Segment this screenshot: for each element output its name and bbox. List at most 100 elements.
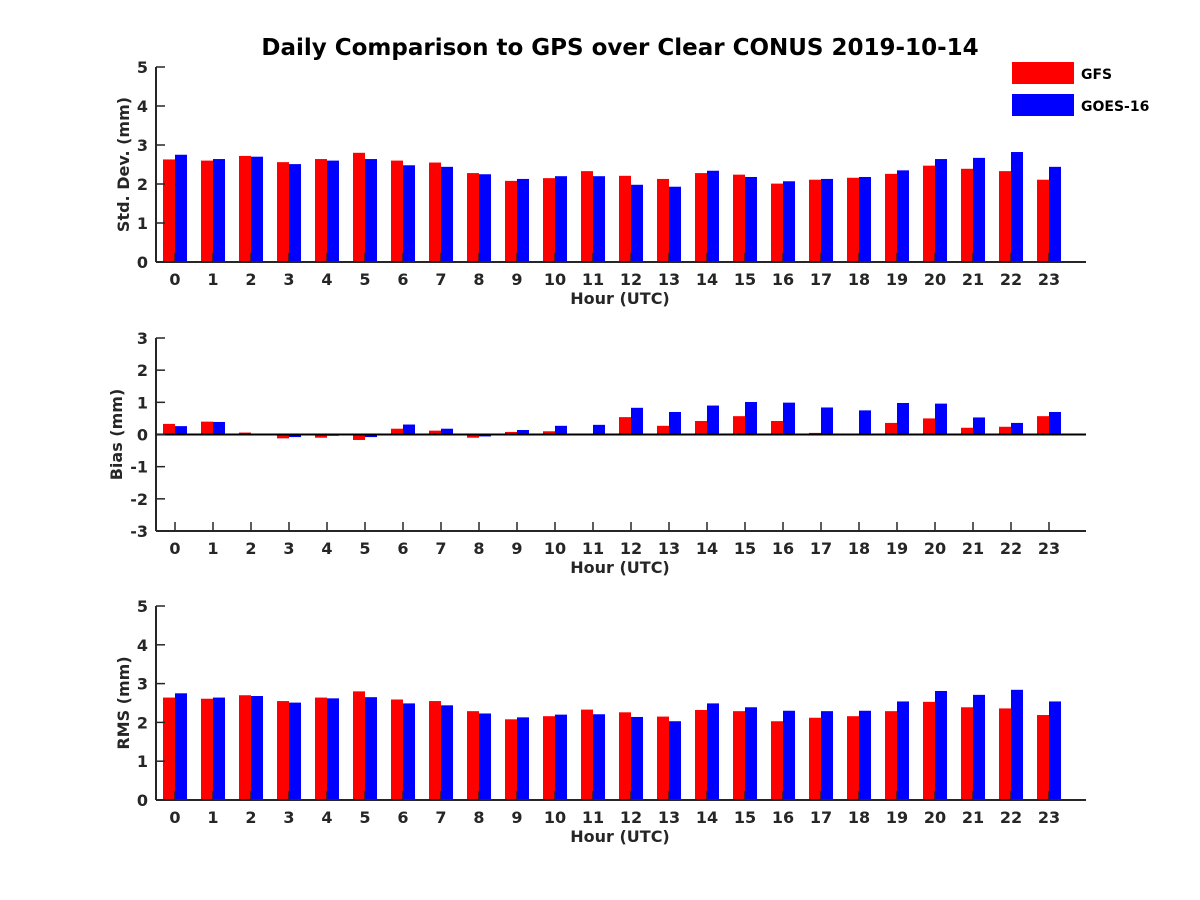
x-tick-label: 20 bbox=[924, 270, 946, 289]
bar-goes-16-hour-20 bbox=[935, 159, 947, 262]
bar-gfs-hour-12 bbox=[619, 175, 631, 262]
bar-gfs-hour-5 bbox=[353, 691, 365, 800]
x-tick-label: 7 bbox=[435, 808, 446, 827]
x-tick-label: 21 bbox=[962, 808, 984, 827]
x-tick-label: 13 bbox=[658, 270, 680, 289]
bar-gfs-hour-12 bbox=[619, 417, 631, 435]
x-tick-label: 19 bbox=[886, 539, 908, 558]
x-tick-label: 16 bbox=[772, 539, 794, 558]
x-tick-label: 5 bbox=[359, 270, 370, 289]
bar-gfs-hour-6 bbox=[391, 160, 403, 262]
bar-gfs-hour-14 bbox=[695, 709, 707, 800]
y-tick-label: -2 bbox=[130, 490, 148, 509]
bar-goes-16-hour-23 bbox=[1049, 166, 1061, 262]
bar-goes-16-hour-11 bbox=[593, 176, 605, 262]
legend-label: GOES-16 bbox=[1081, 99, 1149, 115]
x-tick-label: 11 bbox=[582, 539, 604, 558]
bar-goes-16-hour-6 bbox=[403, 703, 415, 800]
bar-gfs-hour-0 bbox=[163, 423, 175, 435]
y-tick-label: 4 bbox=[137, 97, 148, 116]
y-tick-label: 0 bbox=[137, 426, 148, 445]
x-tick-label: 20 bbox=[924, 808, 946, 827]
bar-gfs-hour-8 bbox=[467, 173, 479, 262]
bar-gfs-hour-23 bbox=[1037, 179, 1049, 262]
legend-swatch-goes-16 bbox=[1012, 94, 1074, 116]
bar-goes-16-hour-13 bbox=[669, 186, 681, 262]
bar-goes-16-hour-16 bbox=[783, 710, 795, 800]
bar-goes-16-hour-20 bbox=[935, 690, 947, 800]
y-tick-label: 0 bbox=[137, 791, 148, 810]
bar-goes-16-hour-8 bbox=[479, 174, 491, 262]
bar-goes-16-hour-14 bbox=[707, 405, 719, 435]
bar-gfs-hour-22 bbox=[999, 708, 1011, 800]
x-tick-label: 10 bbox=[544, 539, 566, 558]
bar-goes-16-hour-20 bbox=[935, 403, 947, 435]
bar-gfs-hour-10 bbox=[543, 716, 555, 800]
bar-goes-16-hour-21 bbox=[973, 694, 985, 800]
y-tick-label: 2 bbox=[137, 361, 148, 380]
x-tick-label: 7 bbox=[435, 270, 446, 289]
x-tick-label: 15 bbox=[734, 808, 756, 827]
x-tick-label: 22 bbox=[1000, 270, 1022, 289]
bar-gfs-hour-7 bbox=[429, 701, 441, 800]
bar-goes-16-hour-15 bbox=[745, 402, 757, 435]
bar-goes-16-hour-10 bbox=[555, 176, 567, 262]
bar-goes-16-hour-9 bbox=[517, 429, 529, 435]
x-tick-label: 18 bbox=[848, 539, 870, 558]
bar-gfs-hour-20 bbox=[923, 165, 935, 262]
x-tick-label: 1 bbox=[207, 270, 218, 289]
bar-gfs-hour-13 bbox=[657, 716, 669, 800]
legend-label: GFS bbox=[1081, 67, 1112, 83]
x-tick-label: 20 bbox=[924, 539, 946, 558]
bar-gfs-hour-10 bbox=[543, 178, 555, 262]
bar-goes-16-hour-17 bbox=[821, 711, 833, 800]
bar-goes-16-hour-21 bbox=[973, 417, 985, 435]
x-tick-label: 23 bbox=[1038, 270, 1060, 289]
bar-goes-16-hour-17 bbox=[821, 407, 833, 435]
bar-gfs-hour-14 bbox=[695, 420, 707, 435]
x-tick-label: 13 bbox=[658, 808, 680, 827]
bar-goes-16-hour-8 bbox=[479, 713, 491, 800]
x-tick-label: 1 bbox=[207, 808, 218, 827]
bar-goes-16-hour-17 bbox=[821, 178, 833, 262]
x-tick-label: 2 bbox=[245, 808, 256, 827]
y-axis-label: RMS (mm) bbox=[114, 656, 133, 749]
x-tick-label: 14 bbox=[696, 270, 718, 289]
bar-goes-16-hour-11 bbox=[593, 424, 605, 435]
bar-goes-16-hour-22 bbox=[1011, 422, 1023, 435]
bar-goes-16-hour-12 bbox=[631, 716, 643, 800]
x-tick-label: 15 bbox=[734, 539, 756, 558]
x-tick-label: 21 bbox=[962, 270, 984, 289]
bar-goes-16-hour-1 bbox=[213, 159, 225, 262]
bar-gfs-hour-21 bbox=[961, 427, 973, 435]
x-tick-label: 4 bbox=[321, 270, 332, 289]
x-tick-label: 0 bbox=[169, 539, 180, 558]
x-tick-label: 18 bbox=[848, 270, 870, 289]
bar-gfs-hour-17 bbox=[809, 717, 821, 800]
x-tick-label: 6 bbox=[397, 539, 408, 558]
bar-goes-16-hour-11 bbox=[593, 714, 605, 800]
bar-goes-16-hour-2 bbox=[251, 156, 263, 262]
bar-gfs-hour-19 bbox=[885, 173, 897, 262]
y-axis-label: Std. Dev. (mm) bbox=[114, 97, 133, 232]
bar-gfs-hour-16 bbox=[771, 183, 783, 262]
bar-gfs-hour-0 bbox=[163, 697, 175, 800]
x-tick-label: 14 bbox=[696, 808, 718, 827]
bar-goes-16-hour-21 bbox=[973, 157, 985, 262]
x-tick-label: 8 bbox=[473, 539, 484, 558]
y-tick-label: 2 bbox=[137, 175, 148, 194]
bar-goes-16-hour-10 bbox=[555, 425, 567, 435]
bar-gfs-hour-0 bbox=[163, 159, 175, 262]
y-tick-label: 1 bbox=[137, 752, 148, 771]
x-tick-label: 7 bbox=[435, 539, 446, 558]
legend-swatch-gfs bbox=[1012, 62, 1074, 84]
x-tick-label: 2 bbox=[245, 270, 256, 289]
bar-gfs-hour-7 bbox=[429, 430, 441, 435]
bar-goes-16-hour-16 bbox=[783, 181, 795, 262]
x-tick-label: 6 bbox=[397, 270, 408, 289]
bar-goes-16-hour-14 bbox=[707, 703, 719, 800]
bar-goes-16-hour-3 bbox=[289, 434, 301, 438]
